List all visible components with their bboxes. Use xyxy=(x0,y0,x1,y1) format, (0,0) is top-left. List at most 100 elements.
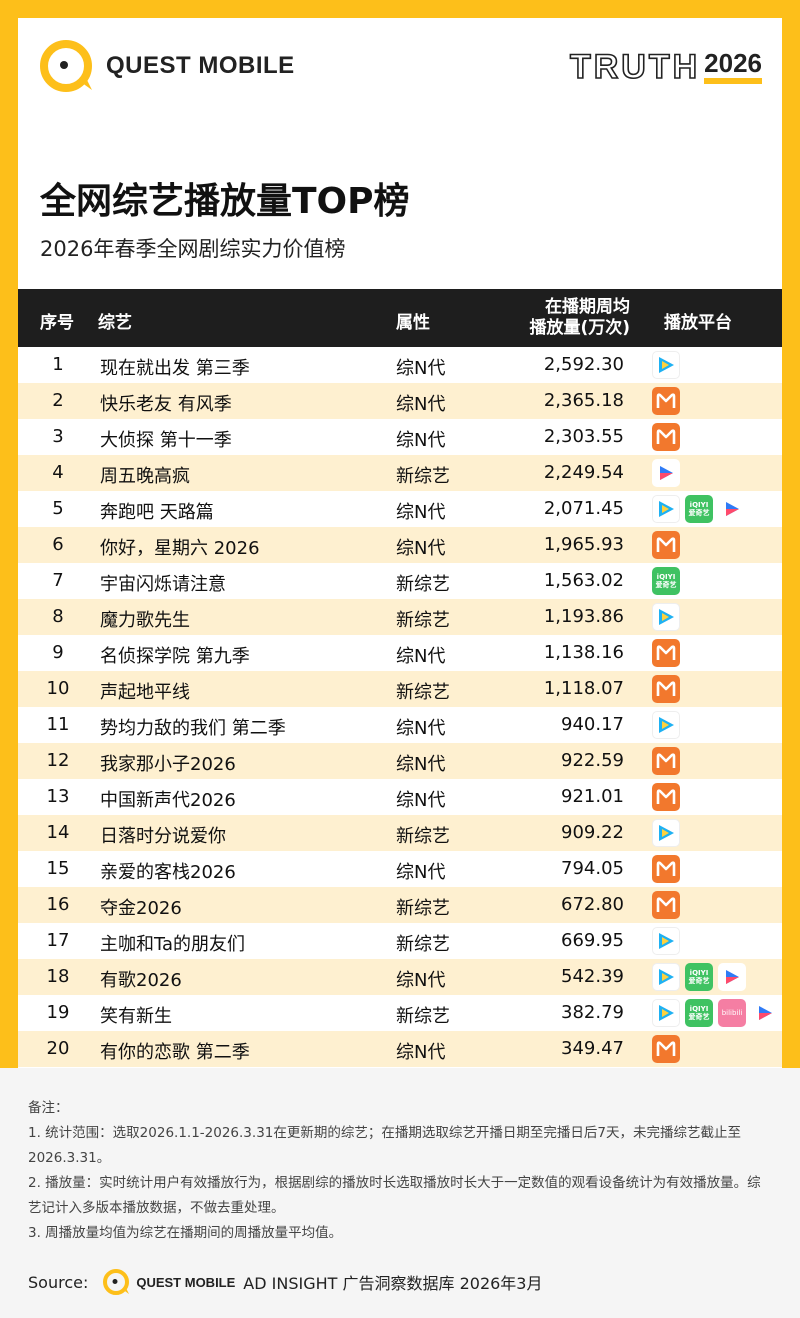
header-volume-line1: 在播期周均 xyxy=(545,297,630,317)
page-title: 全网综艺播放量TOP榜 xyxy=(40,181,410,222)
attr-cell: 综N代 xyxy=(396,1042,446,1063)
table-row: 17 主咖和Ta的朋友们 新综艺 669.95 xyxy=(18,923,782,959)
attr-cell: 综N代 xyxy=(396,358,446,379)
tencent-icon xyxy=(652,711,680,739)
name-cell: 有歌2026 xyxy=(100,970,182,991)
name-cell: 大侦探 第十一季 xyxy=(100,430,232,451)
rank-cell: 19 xyxy=(46,1002,70,1023)
name-cell: 宇宙闪烁请注意 xyxy=(100,574,226,595)
rank-cell: 18 xyxy=(46,966,70,987)
tencent-icon xyxy=(652,927,680,955)
table-row: 13 中国新声代2026 综N代 921.01 xyxy=(18,779,782,815)
table-row: 3 大侦探 第十一季 综N代 2,303.55 xyxy=(18,419,782,455)
rank-cell: 9 xyxy=(52,642,64,663)
platform-cell: iQIYI 爱奇艺 xyxy=(652,567,685,595)
source-logo-text: QUEST MOBILE xyxy=(136,1274,236,1290)
mango-icon xyxy=(652,783,680,811)
platform-cell xyxy=(652,675,685,703)
rank-cell: 20 xyxy=(46,1038,70,1059)
attr-cell: 新综艺 xyxy=(396,466,450,487)
volume-cell: 1,965.93 xyxy=(543,534,624,555)
table-row: 7 宇宙闪烁请注意 新综艺 1,563.02 iQIYI 爱奇艺 xyxy=(18,563,782,599)
platform-cell: iQIYI 爱奇艺 bilibili xyxy=(652,999,784,1027)
volume-cell: 2,592.30 xyxy=(543,354,624,375)
table-row: 11 势均力敌的我们 第二季 综N代 940.17 xyxy=(18,707,782,743)
iqiyi-icon: iQIYI 爱奇艺 xyxy=(685,495,713,523)
attr-cell: 新综艺 xyxy=(396,1006,450,1027)
platform-cell xyxy=(652,855,685,883)
rank-cell: 1 xyxy=(52,354,64,375)
source-line: Source: QUEST MOBILE AD INSIGHT 广告洞察数据库 … xyxy=(28,1268,543,1296)
rank-cell: 16 xyxy=(46,894,70,915)
page-subtitle: 2026年春季全网剧综实力价值榜 xyxy=(40,237,346,261)
name-cell: 有你的恋歌 第二季 xyxy=(100,1042,250,1063)
truth-badge: TRUTH 2026 xyxy=(569,47,762,87)
table-row: 12 我家那小子2026 综N代 922.59 xyxy=(18,743,782,779)
quest-mobile-small-logo-icon xyxy=(103,1269,130,1295)
volume-cell: 940.17 xyxy=(561,714,624,735)
mango-icon xyxy=(652,1035,680,1063)
header-attr: 属性 xyxy=(396,313,430,333)
table-row: 4 周五晚高疯 新综艺 2,249.54 xyxy=(18,455,782,491)
table-body: 1 现在就出发 第三季 综N代 2,592.30 2 快乐老友 有风季 综N代 2,365.1… xyxy=(18,347,782,1067)
volume-cell: 2,303.55 xyxy=(543,426,624,447)
name-cell: 现在就出发 第三季 xyxy=(100,358,250,379)
note-item-2: 2. 播放量：实时统计用户有效播放行为，根据剧综的播放时长选取播放时长大于一定数… xyxy=(28,1175,761,1216)
platform-cell xyxy=(652,783,685,811)
header-volume-line2: 播放量(万次) xyxy=(529,318,630,338)
name-cell: 声起地平线 xyxy=(100,682,190,703)
volume-cell: 921.01 xyxy=(561,786,624,807)
volume-cell: 349.47 xyxy=(561,1038,624,1059)
notes-section: 备注： 1. 统计范围：选取2026.1.1-2026.3.31在更新期的综艺；… xyxy=(0,1068,800,1318)
table-row: 19 笑有新生 新综艺 382.79 iQIYI 爱奇艺 bilibili xyxy=(18,995,782,1031)
attr-cell: 综N代 xyxy=(396,502,446,523)
truth-word: TRUTH xyxy=(569,47,701,87)
rank-cell: 15 xyxy=(46,858,70,879)
truth-year: 2026 xyxy=(704,48,762,84)
platform-cell xyxy=(652,747,685,775)
attr-cell: 综N代 xyxy=(396,394,446,415)
header-platform: 播放平台 xyxy=(664,313,732,333)
name-cell: 奔跑吧 天路篇 xyxy=(100,502,214,523)
name-cell: 主咖和Ta的朋友们 xyxy=(100,934,246,955)
iqiyi-icon: iQIYI 爱奇艺 xyxy=(685,999,713,1027)
volume-cell: 2,071.45 xyxy=(543,498,624,519)
tencent-icon xyxy=(652,351,680,379)
volume-cell: 542.39 xyxy=(561,966,624,987)
name-cell: 笑有新生 xyxy=(100,1006,172,1027)
mango-icon xyxy=(652,675,680,703)
attr-cell: 综N代 xyxy=(396,862,446,883)
attr-cell: 综N代 xyxy=(396,430,446,451)
rank-cell: 3 xyxy=(52,426,64,447)
attr-cell: 综N代 xyxy=(396,646,446,667)
table-row: 16 夺金2026 新综艺 672.80 xyxy=(18,887,782,923)
name-cell: 中国新声代2026 xyxy=(100,790,236,811)
rank-cell: 6 xyxy=(52,534,64,555)
rank-cell: 14 xyxy=(46,822,70,843)
table-row: 9 名侦探学院 第九季 综N代 1,138.16 xyxy=(18,635,782,671)
note-item-1: 1. 统计范围：选取2026.1.1-2026.3.31在更新期的综艺；在播期选… xyxy=(28,1125,741,1166)
volume-cell: 382.79 xyxy=(561,1002,624,1023)
platform-cell xyxy=(652,351,685,379)
attr-cell: 新综艺 xyxy=(396,826,450,847)
volume-cell: 669.95 xyxy=(561,930,624,951)
table-row: 1 现在就出发 第三季 综N代 2,592.30 xyxy=(18,347,782,383)
mango-icon xyxy=(652,747,680,775)
tencent-icon xyxy=(652,819,680,847)
attr-cell: 综N代 xyxy=(396,970,446,991)
table-row: 15 亲爱的客栈2026 综N代 794.05 xyxy=(18,851,782,887)
youku-icon xyxy=(718,495,746,523)
iqiyi-icon: iQIYI 爱奇艺 xyxy=(685,963,713,991)
tencent-icon xyxy=(652,495,680,523)
rank-cell: 13 xyxy=(46,786,70,807)
name-cell: 快乐老友 有风季 xyxy=(100,394,232,415)
volume-cell: 1,138.16 xyxy=(543,642,624,663)
rank-cell: 11 xyxy=(46,714,70,735)
mango-icon xyxy=(652,387,680,415)
platform-cell xyxy=(652,603,685,631)
volume-cell: 2,249.54 xyxy=(543,462,624,483)
platform-cell xyxy=(652,1035,685,1063)
mango-icon xyxy=(652,639,680,667)
attr-cell: 新综艺 xyxy=(396,934,450,955)
mango-icon xyxy=(652,423,680,451)
